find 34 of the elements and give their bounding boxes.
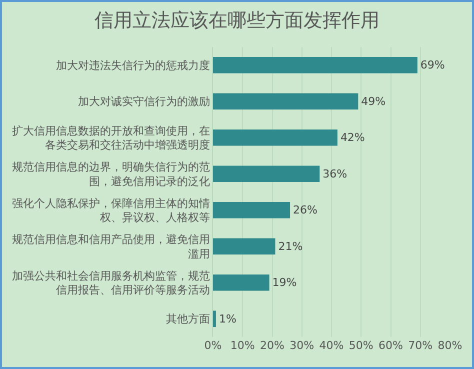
bar xyxy=(213,166,320,182)
y-tick-label: 扩大信用信息数据的开放和查询使用，在各类交易和交往活动中增强透明度 xyxy=(12,124,210,152)
x-tick-label: 40% xyxy=(319,339,344,352)
data-label: 36% xyxy=(322,167,348,180)
data-label: 19% xyxy=(272,276,297,290)
x-tick-label: 80% xyxy=(438,339,462,352)
chart-title: 信用立法应该在哪些方面发挥作用 xyxy=(94,9,380,32)
y-tick-label: 规范信用信息的边界，明确失信行为的范围，避免信用记录的泛化 xyxy=(12,160,210,188)
y-tick-label: 加强公共和社会信用服务机构监管，规范信用报告、信用评价等服务活动 xyxy=(12,269,210,297)
y-tick-label: 其他方面 xyxy=(166,312,210,326)
x-tick-label: 60% xyxy=(378,339,403,352)
y-tick-label: 加大对诚实守信行为的激励 xyxy=(78,95,210,108)
data-label: 69% xyxy=(420,58,445,72)
data-label: 49% xyxy=(361,94,386,108)
x-tick-label: 50% xyxy=(348,339,374,352)
bar xyxy=(213,56,418,74)
y-tick-label: 规范信用信息和信用产品使用，避免信用滥用 xyxy=(12,233,210,260)
y-tick-label: 强化个人隐私保护，保障信用主体的知情权、异议权、人格权等 xyxy=(12,196,210,224)
x-tick-label: 30% xyxy=(290,339,314,352)
bar xyxy=(213,93,358,110)
x-tick-label: 20% xyxy=(260,339,284,352)
bar xyxy=(213,310,216,328)
bar xyxy=(213,202,290,218)
y-tick-label: 加大对违法失信行为的惩戒力度 xyxy=(56,58,210,72)
data-label: 42% xyxy=(340,131,365,144)
x-tick-label: 70% xyxy=(408,339,433,352)
data-label: 1% xyxy=(218,312,236,326)
bar xyxy=(213,274,270,291)
data-label: 26% xyxy=(293,204,318,217)
bar xyxy=(213,238,276,255)
x-tick-label: 10% xyxy=(230,339,255,352)
data-label: 21% xyxy=(278,240,303,253)
x-tick-label: 0% xyxy=(204,339,222,352)
bar xyxy=(213,129,338,146)
